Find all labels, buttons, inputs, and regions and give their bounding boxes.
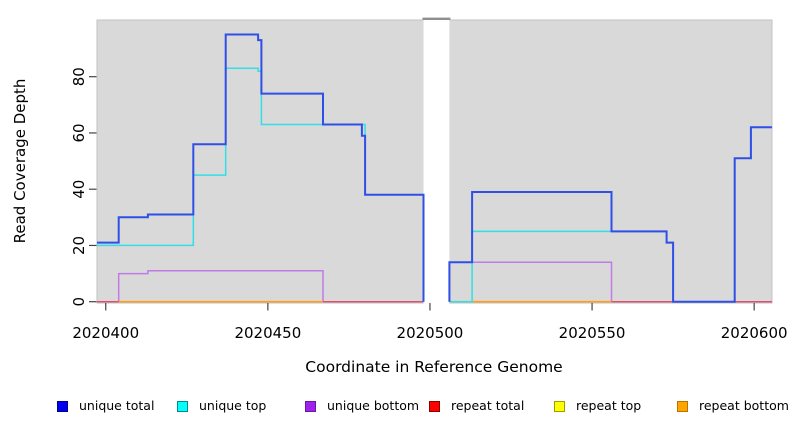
y-tick-label: 0	[70, 297, 88, 307]
legend-swatch-repeat-total	[429, 400, 440, 412]
gap-cap-bar	[422, 17, 451, 20]
legend-label: repeat total	[451, 398, 525, 413]
legend-item-repeat-top: repeat top	[554, 398, 641, 414]
legend-label: repeat bottom	[699, 398, 789, 413]
x-tick-label: 2020550	[559, 324, 626, 342]
legend-swatch-unique-top	[177, 400, 188, 412]
legend-label: unique top	[199, 398, 267, 413]
axis-layer: 2020400 2020450 2020500 2020550 2020600 0 20 40…	[70, 67, 788, 342]
y-axis-title: Read Coverage Depth	[11, 79, 29, 244]
legend-item-unique-bottom: unique bottom	[305, 398, 419, 414]
legend-item-unique-total: unique total	[57, 398, 154, 414]
series-line-unique-total	[448, 126, 772, 303]
legend-label: unique total	[79, 398, 155, 413]
legend-label: unique bottom	[327, 398, 420, 413]
legend-swatch-unique-bottom	[305, 400, 316, 412]
legend: unique total unique top unique bottom re…	[0, 398, 792, 418]
x-axis-title: Coordinate in Reference Genome	[305, 358, 562, 376]
series-layer	[97, 33, 772, 303]
x-tick-label: 2020500	[397, 324, 464, 342]
series-line-unique-bottom	[97, 270, 424, 303]
y-tick-label: 20	[70, 236, 88, 255]
legend-item-unique-top: unique top	[177, 398, 266, 414]
y-tick-label: 60	[70, 123, 88, 142]
legend-label: repeat top	[576, 398, 642, 413]
x-tick-label: 2020600	[721, 324, 788, 342]
x-tick-label: 2020400	[72, 324, 139, 342]
legend-swatch-unique-total	[57, 400, 68, 412]
y-tick-label: 80	[70, 67, 88, 86]
y-tick-label: 40	[70, 180, 88, 199]
coverage-gap-band	[423, 19, 450, 304]
series-line-unique-total	[97, 33, 425, 302]
legend-swatch-repeat-top	[554, 400, 565, 412]
gap-band-layer	[422, 17, 451, 304]
x-tick-label: 2020450	[234, 324, 301, 342]
legend-item-repeat-bottom: repeat bottom	[677, 398, 789, 414]
legend-swatch-repeat-bottom	[677, 400, 688, 412]
legend-item-repeat-total: repeat total	[429, 398, 524, 414]
